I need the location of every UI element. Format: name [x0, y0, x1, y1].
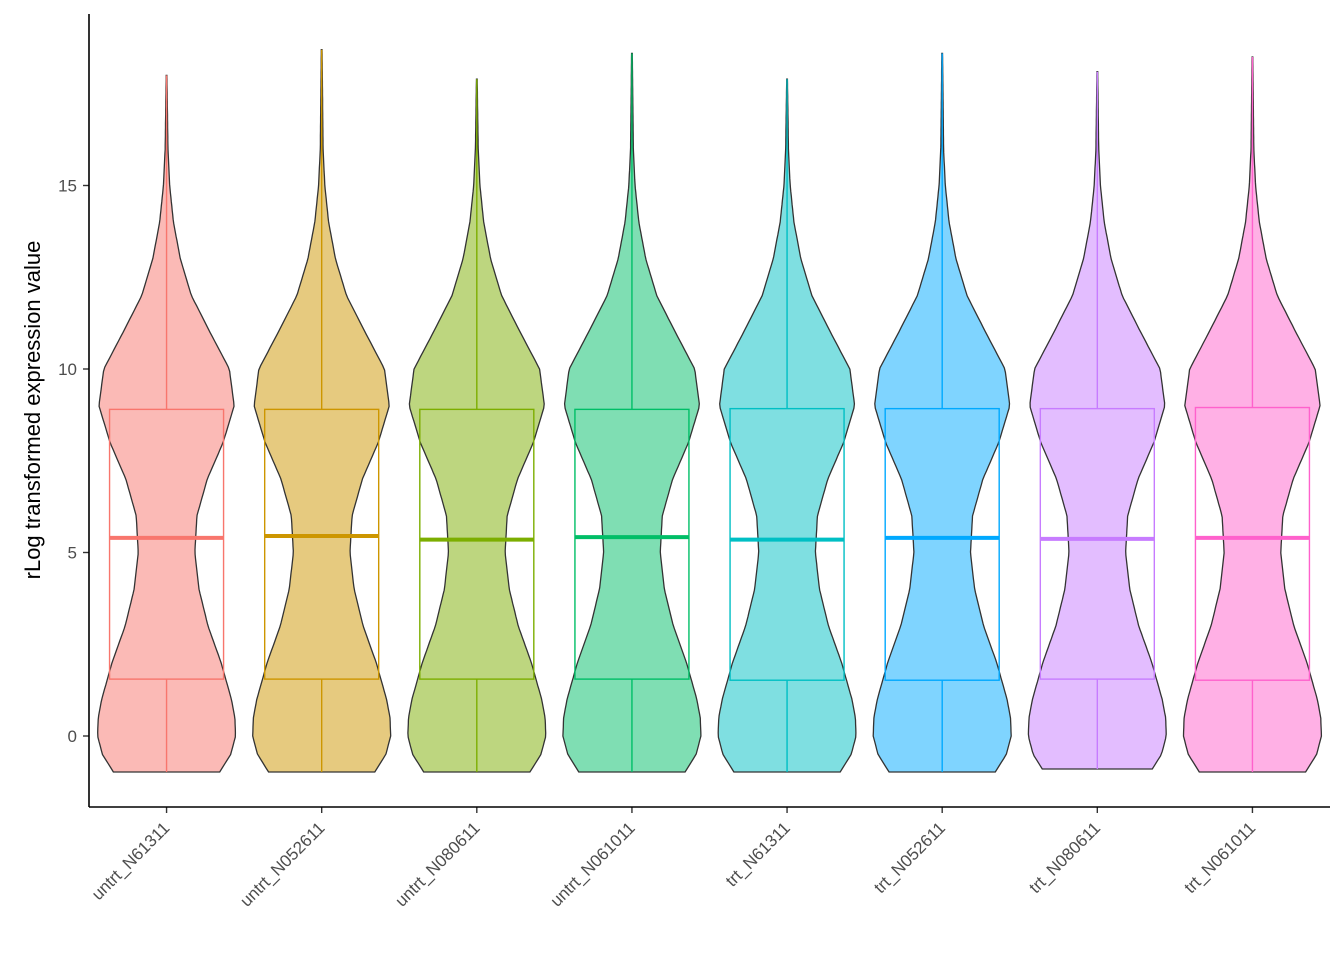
violin-untrt_N061011: [562, 52, 702, 773]
x-axis-ticks: untrt_N61311 untrt_N052611 untrt_N080611 un…: [88, 807, 1259, 910]
iqr-box: [884, 407, 1000, 681]
x-tick-label: trt_N052611: [870, 818, 949, 897]
violin-untrt_N052611: [252, 49, 392, 773]
y-axis-ticks: 0 5 10 15: [58, 177, 89, 746]
iqr-box: [1039, 407, 1156, 680]
x-tick-label: untrt_N052611: [236, 818, 328, 910]
y-tick-label: 0: [68, 727, 77, 746]
violin-trt_N080611: [1027, 71, 1167, 770]
x-tick-label: trt_N61311: [722, 818, 794, 890]
iqr-box: [574, 408, 690, 680]
y-tick-label: 10: [58, 360, 77, 379]
x-tick-label: trt_N061011: [1181, 818, 1260, 897]
violin-trt_N61311: [717, 78, 857, 773]
violin-untrt_N080611: [407, 78, 547, 773]
iqr-box: [263, 408, 380, 680]
violin-trt_N052611: [872, 52, 1012, 773]
y-tick-label: 15: [58, 177, 77, 196]
x-tick-label: untrt_N080611: [392, 818, 484, 910]
violin-untrt_N61311: [97, 74, 237, 773]
y-axis-title: rLog transformed expression value: [20, 241, 45, 580]
x-tick-label: untrt_N61311: [88, 818, 173, 903]
iqr-box: [1194, 406, 1311, 681]
iqr-box: [108, 408, 225, 680]
x-tick-label: trt_N080611: [1025, 818, 1104, 897]
violin-trt_N061011: [1182, 56, 1323, 773]
y-tick-label: 5: [68, 544, 77, 563]
violins-group: [97, 49, 1323, 773]
iqr-box: [729, 407, 845, 681]
x-tick-label: untrt_N061011: [547, 818, 639, 910]
iqr-box: [419, 408, 535, 680]
